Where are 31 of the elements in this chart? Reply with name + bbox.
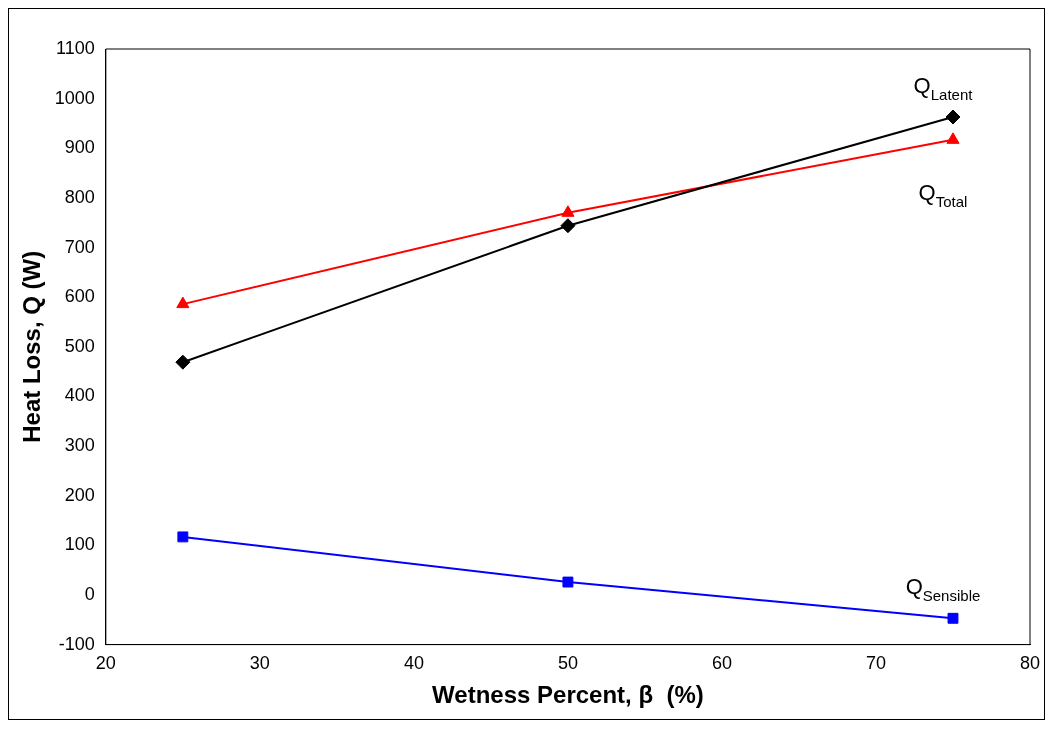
- point: [175, 354, 191, 370]
- y-tick-label: 0: [84, 583, 95, 604]
- y-tick-label: 100: [64, 534, 95, 555]
- point: [947, 612, 959, 624]
- y-tick-label: 1000: [54, 87, 95, 108]
- x-tick-label: 60: [711, 653, 732, 674]
- y-tick-label: 300: [64, 435, 95, 456]
- y-tick-label: 400: [64, 385, 95, 406]
- y-tick-label: 600: [64, 286, 95, 307]
- x-tick-label: 40: [403, 653, 424, 674]
- x-tick-label: 80: [1019, 653, 1041, 674]
- x-tick-label: 20: [95, 653, 116, 674]
- point: [560, 218, 576, 234]
- point: [946, 132, 960, 144]
- point: [176, 296, 190, 309]
- y-tick-label: 200: [64, 484, 95, 505]
- y-tick-label: 500: [64, 335, 95, 356]
- x-tick-label: 70: [865, 653, 886, 674]
- point: [945, 109, 961, 125]
- point: [561, 205, 575, 217]
- x-axis-title: Wetness Percent, β (%): [432, 681, 704, 709]
- point: [562, 576, 574, 588]
- y-tick-label: -100: [58, 633, 95, 654]
- y-axis-title: Heat Loss, Q (W): [18, 250, 46, 443]
- x-tick-label: 50: [557, 653, 578, 674]
- x-tick-label: 30: [249, 653, 270, 674]
- y-tick-label: 900: [64, 137, 95, 158]
- y-tick-label: 700: [64, 236, 95, 257]
- y-tick-label: 800: [64, 186, 95, 207]
- point: [177, 531, 189, 543]
- y-tick-label: 1100: [56, 37, 95, 58]
